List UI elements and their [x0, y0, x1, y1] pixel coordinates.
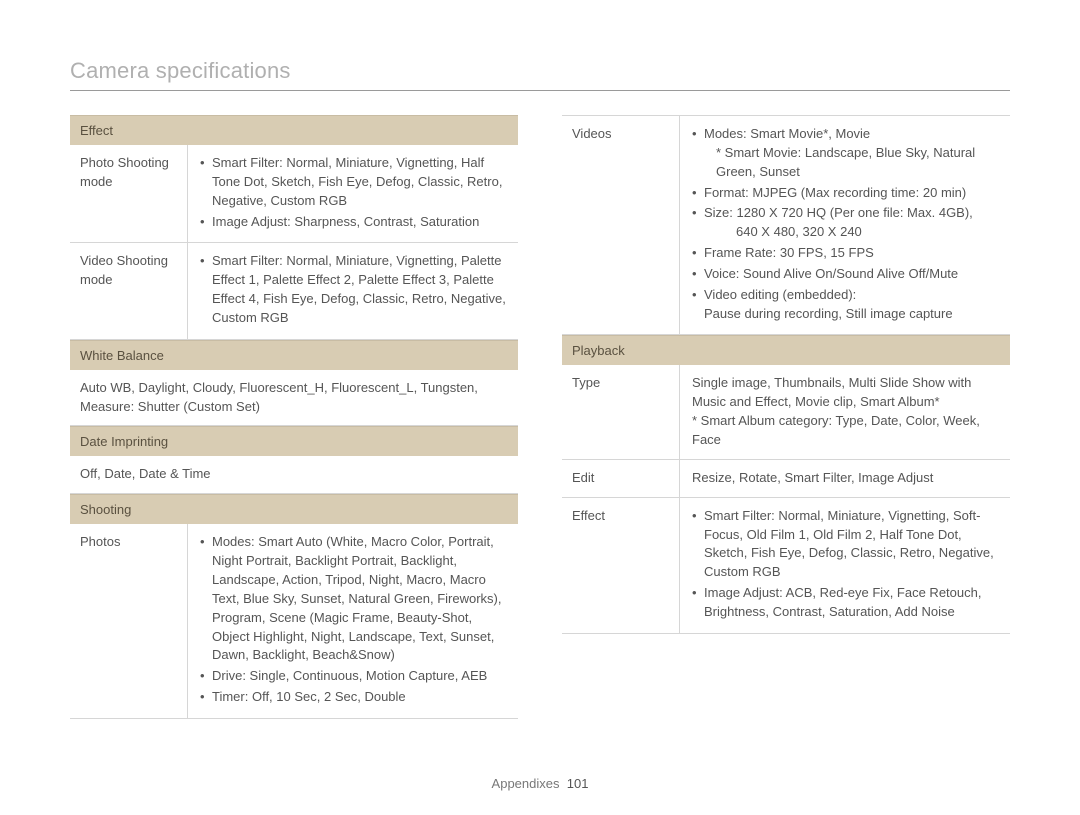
section-header-effect: Effect: [70, 115, 518, 145]
bullet: Frame Rate: 30 FPS, 15 FPS: [692, 244, 1000, 263]
section-header-date-imprinting: Date Imprinting: [70, 426, 518, 456]
row-white-balance: Auto WB, Daylight, Cloudy, Fluorescent_H…: [70, 370, 518, 427]
section-header-shooting: Shooting: [70, 494, 518, 524]
bullet: Smart Filter: Normal, Miniature, Vignett…: [200, 154, 508, 211]
page-footer: Appendixes 101: [0, 776, 1080, 791]
bullet: Smart Filter: Normal, Miniature, Vignett…: [692, 507, 1000, 582]
bullet-sub: Pause during recording, Still image capt…: [704, 305, 1000, 324]
section-header-white-balance: White Balance: [70, 340, 518, 370]
bullet: Video editing (embedded): Pause during r…: [692, 286, 1000, 324]
page-title: Camera specifications: [70, 58, 1010, 84]
value-video-shooting: Smart Filter: Normal, Miniature, Vignett…: [188, 243, 518, 338]
bullet-sub: * Smart Movie: Landscape, Blue Sky, Natu…: [704, 144, 1000, 182]
value-videos: Modes: Smart Movie*, Movie * Smart Movie…: [680, 116, 1010, 334]
row-videos: Videos Modes: Smart Movie*, Movie * Smar…: [562, 115, 1010, 335]
label-effect-playback: Effect: [562, 498, 680, 633]
bullet-text: Modes: Smart Movie*, Movie: [704, 126, 870, 141]
label-edit: Edit: [562, 460, 680, 497]
bullet: Image Adjust: ACB, Red-eye Fix, Face Ret…: [692, 584, 1000, 622]
label-video-shooting: Video Shooting mode: [70, 243, 188, 338]
row-photo-shooting: Photo Shooting mode Smart Filter: Normal…: [70, 145, 518, 243]
row-type: Type Single image, Thumbnails, Multi Sli…: [562, 365, 1010, 459]
sub-text: * Smart Album category: Type, Date, Colo…: [692, 412, 1000, 450]
left-column: Effect Photo Shooting mode Smart Filter:…: [70, 115, 518, 719]
bullet-text: Video editing (embedded):: [704, 287, 856, 302]
value-type: Single image, Thumbnails, Multi Slide Sh…: [680, 365, 1010, 458]
row-edit: Edit Resize, Rotate, Smart Filter, Image…: [562, 460, 1010, 498]
label-type: Type: [562, 365, 680, 458]
footer-label: Appendixes: [492, 776, 560, 791]
bullet: Voice: Sound Alive On/Sound Alive Off/Mu…: [692, 265, 1000, 284]
bullet: Modes: Smart Movie*, Movie * Smart Movie…: [692, 125, 1000, 182]
value-photos: Modes: Smart Auto (White, Macro Color, P…: [188, 524, 518, 718]
label-photo-shooting: Photo Shooting mode: [70, 145, 188, 242]
value-effect-playback: Smart Filter: Normal, Miniature, Vignett…: [680, 498, 1010, 633]
bullet: Timer: Off, 10 Sec, 2 Sec, Double: [200, 688, 508, 707]
bullet: Smart Filter: Normal, Miniature, Vignett…: [200, 252, 508, 327]
text: Single image, Thumbnails, Multi Slide Sh…: [692, 375, 971, 409]
section-header-playback: Playback: [562, 335, 1010, 365]
footer-page-number: 101: [567, 776, 589, 791]
page-root: Camera specifications Effect Photo Shoot…: [0, 0, 1080, 719]
row-photos: Photos Modes: Smart Auto (White, Macro C…: [70, 524, 518, 719]
bullet-sub: 640 X 480, 320 X 240: [704, 223, 1000, 242]
row-video-shooting: Video Shooting mode Smart Filter: Normal…: [70, 243, 518, 339]
row-date-imprinting: Off, Date, Date & Time: [70, 456, 518, 494]
title-rule: [70, 90, 1010, 91]
value-photo-shooting: Smart Filter: Normal, Miniature, Vignett…: [188, 145, 518, 242]
bullet: Size: 1280 X 720 HQ (Per one file: Max. …: [692, 204, 1000, 242]
label-photos: Photos: [70, 524, 188, 718]
bullet: Image Adjust: Sharpness, Contrast, Satur…: [200, 213, 508, 232]
bullet: Modes: Smart Auto (White, Macro Color, P…: [200, 533, 508, 665]
bullet: Format: MJPEG (Max recording time: 20 mi…: [692, 184, 1000, 203]
right-column: Videos Modes: Smart Movie*, Movie * Smar…: [562, 115, 1010, 719]
row-effect-playback: Effect Smart Filter: Normal, Miniature, …: [562, 498, 1010, 634]
bullet-text: Size: 1280 X 720 HQ (Per one file: Max. …: [704, 205, 973, 220]
content-columns: Effect Photo Shooting mode Smart Filter:…: [70, 115, 1010, 719]
bullet: Drive: Single, Continuous, Motion Captur…: [200, 667, 508, 686]
label-videos: Videos: [562, 116, 680, 334]
value-edit: Resize, Rotate, Smart Filter, Image Adju…: [680, 460, 1010, 497]
